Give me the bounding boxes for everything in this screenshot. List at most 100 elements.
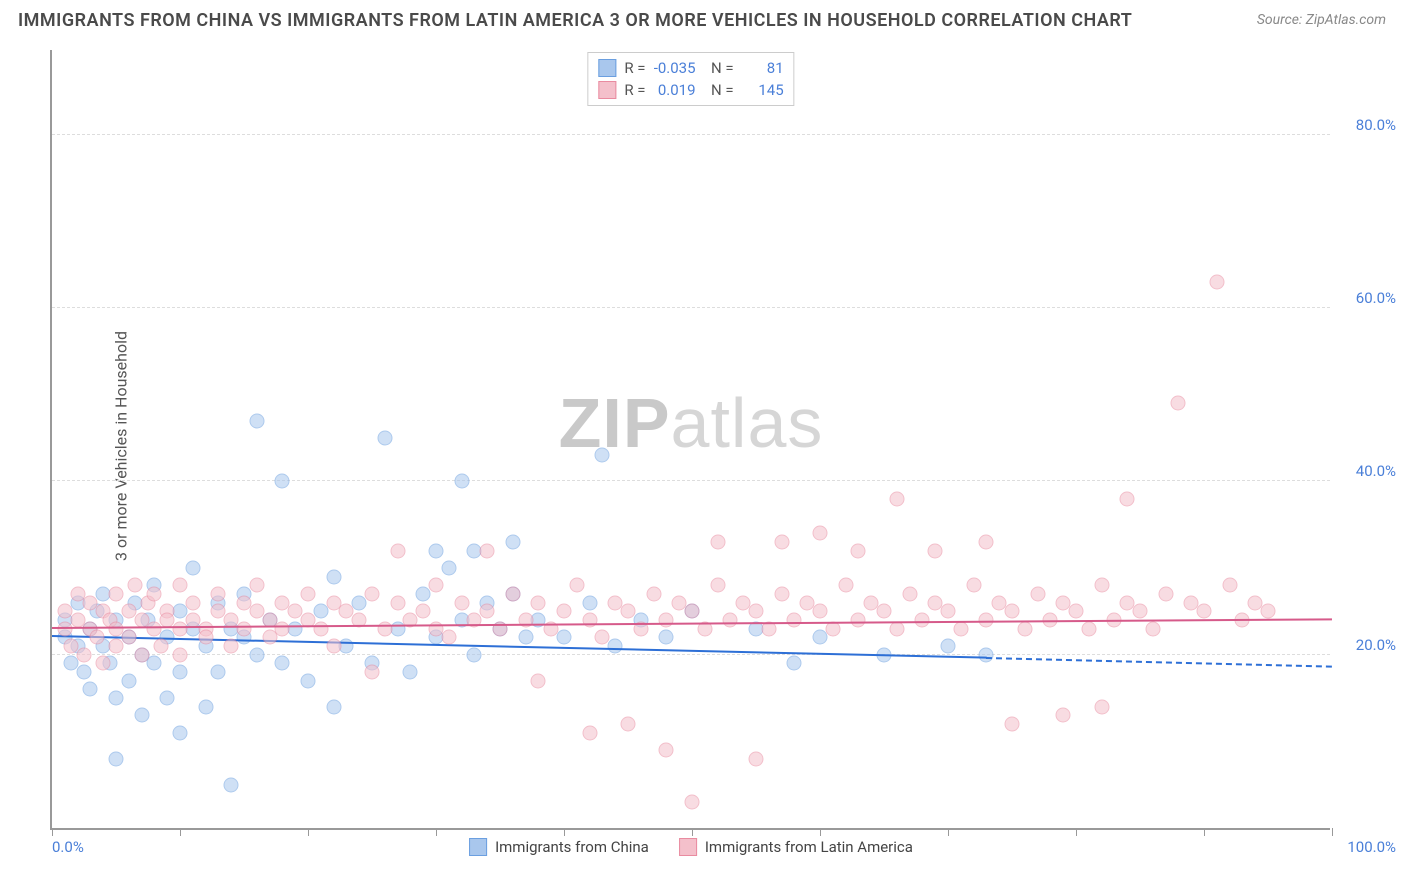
point-latin [77, 647, 92, 662]
point-latin [1120, 491, 1135, 506]
chart-container: IMMIGRANTS FROM CHINA VS IMMIGRANTS FROM… [0, 0, 1406, 892]
point-latin [774, 535, 789, 550]
point-latin [185, 595, 200, 610]
point-latin [153, 639, 168, 654]
point-china [441, 561, 456, 576]
x-tick [564, 828, 565, 836]
point-china [173, 725, 188, 740]
point-latin [1222, 578, 1237, 593]
point-latin [813, 604, 828, 619]
point-latin [416, 604, 431, 619]
point-latin [89, 630, 104, 645]
y-tick-label: 40.0% [1356, 462, 1396, 480]
point-china [941, 639, 956, 654]
point-latin [813, 526, 828, 541]
n-value-china: 81 [742, 59, 784, 77]
gridline [52, 654, 1330, 655]
legend-swatch-china [469, 838, 487, 856]
point-china [403, 665, 418, 680]
point-china [160, 691, 175, 706]
point-china [173, 665, 188, 680]
point-latin [237, 621, 252, 636]
y-tick-label: 80.0% [1356, 116, 1396, 134]
correlation-stats-box: R = -0.035 N = 81 R = 0.019 N = 145 [587, 52, 794, 106]
point-latin [224, 639, 239, 654]
point-latin [889, 491, 904, 506]
point-latin [173, 647, 188, 662]
r-label: R = [624, 59, 645, 77]
n-label: N = [704, 59, 734, 77]
point-latin [134, 647, 149, 662]
point-latin [710, 578, 725, 593]
point-latin [531, 595, 546, 610]
x-tick [308, 828, 309, 836]
point-latin [480, 604, 495, 619]
point-latin [147, 587, 162, 602]
r-value-china: -0.035 [654, 59, 696, 77]
point-latin [915, 613, 930, 628]
point-latin [851, 613, 866, 628]
x-tick [436, 828, 437, 836]
x-tick [180, 828, 181, 836]
point-latin [838, 578, 853, 593]
stats-row-latin: R = 0.019 N = 145 [598, 79, 783, 101]
point-latin [365, 587, 380, 602]
point-latin [979, 535, 994, 550]
point-china [249, 413, 264, 428]
point-latin [365, 665, 380, 680]
point-latin [1133, 604, 1148, 619]
point-latin [1069, 604, 1084, 619]
point-latin [595, 630, 610, 645]
x-tick [820, 828, 821, 836]
point-latin [889, 621, 904, 636]
point-latin [531, 673, 546, 688]
legend-swatch-latin [679, 838, 697, 856]
point-latin [902, 587, 917, 602]
point-china [505, 535, 520, 550]
point-china [185, 561, 200, 576]
point-latin [109, 587, 124, 602]
point-china [979, 647, 994, 662]
plot-area: ZIPatlas R = -0.035 N = 81 R = 0.019 N =… [50, 50, 1330, 830]
legend-item-latin: Immigrants from Latin America [679, 838, 913, 856]
point-china [326, 569, 341, 584]
x-min-label: 0.0% [52, 838, 84, 856]
point-china [121, 673, 136, 688]
point-latin [1209, 275, 1224, 290]
x-tick [52, 828, 53, 836]
point-china [582, 595, 597, 610]
point-latin [659, 613, 674, 628]
point-latin [557, 604, 572, 619]
point-latin [685, 604, 700, 619]
trendline-china-dash [986, 657, 1332, 668]
point-latin [749, 604, 764, 619]
point-latin [646, 587, 661, 602]
point-latin [1145, 621, 1160, 636]
point-latin [1030, 587, 1045, 602]
point-latin [326, 639, 341, 654]
gridline [52, 480, 1330, 481]
point-latin [1094, 699, 1109, 714]
point-china [326, 699, 341, 714]
point-china [275, 474, 290, 489]
point-latin [441, 630, 456, 645]
point-china [557, 630, 572, 645]
point-latin [774, 587, 789, 602]
point-latin [128, 578, 143, 593]
point-latin [390, 595, 405, 610]
legend-label-china: Immigrants from China [495, 838, 649, 856]
point-latin [454, 595, 469, 610]
point-latin [1261, 604, 1276, 619]
x-tick [1332, 828, 1333, 836]
point-china [608, 639, 623, 654]
point-china [224, 777, 239, 792]
point-china [429, 543, 444, 558]
point-china [595, 448, 610, 463]
chart-title: IMMIGRANTS FROM CHINA VS IMMIGRANTS FROM… [18, 10, 1132, 31]
point-latin [621, 717, 636, 732]
point-latin [569, 578, 584, 593]
point-latin [377, 621, 392, 636]
y-tick-label: 20.0% [1356, 636, 1396, 654]
point-latin [710, 535, 725, 550]
legend: Immigrants from China Immigrants from La… [469, 838, 913, 856]
